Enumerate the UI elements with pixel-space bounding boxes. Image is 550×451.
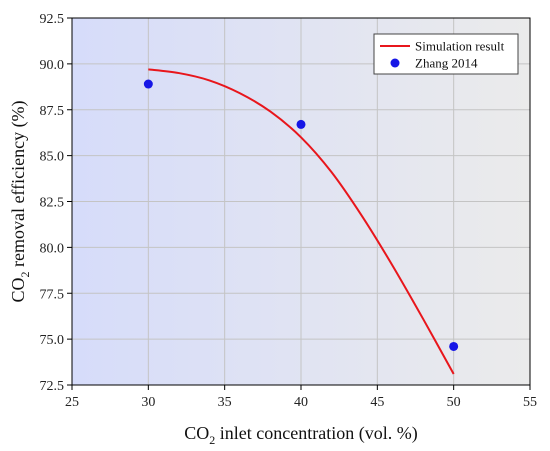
y-tick-label: 80.0 <box>40 241 65 256</box>
y-tick-label: 72.5 <box>40 379 65 394</box>
x-tick-label: 30 <box>141 395 155 410</box>
plot-frame <box>71 17 531 386</box>
x-tick-label: 35 <box>218 395 232 410</box>
x-axis-title: CO2 inlet concentration (vol. %) <box>184 423 417 447</box>
x-tick-label: 55 <box>523 395 537 410</box>
y-tick-label: 75.0 <box>40 333 65 348</box>
legend: Simulation result Zhang 2014 <box>373 33 519 75</box>
scatter-point-zhang <box>449 341 459 351</box>
scatter-point-zhang <box>296 119 306 129</box>
x-tick-label: 45 <box>370 395 384 410</box>
x-tick-label: 25 <box>65 395 79 410</box>
legend-box <box>373 33 519 75</box>
x-tick-labels: 25 30 35 40 45 50 55 <box>65 395 537 410</box>
y-tick-label: 90.0 <box>40 58 65 73</box>
legend-label-zhang: Zhang 2014 <box>415 56 478 71</box>
series-layer <box>143 68 459 375</box>
y-tick-labels: 72.5 75.0 77.5 80.0 82.5 85.0 87.5 90.0 92.5 <box>40 12 65 394</box>
series-line-simulation <box>148 68 455 375</box>
y-tick-label: 87.5 <box>40 104 65 119</box>
y-tick-label: 85.0 <box>40 150 65 165</box>
legend-label-simulation: Simulation result <box>415 39 505 54</box>
y-tick-label: 77.5 <box>40 287 65 302</box>
y-tick-label: 82.5 <box>40 196 65 211</box>
x-tick-label: 50 <box>447 395 461 410</box>
legend-marker-swatch <box>390 58 400 68</box>
y-axis-title: CO2 removal efficiency (%) <box>8 100 32 302</box>
tick-marks <box>67 17 531 390</box>
scatter-point-zhang <box>143 79 153 89</box>
x-tick-label: 40 <box>294 395 308 410</box>
y-tick-label: 92.5 <box>40 12 65 27</box>
